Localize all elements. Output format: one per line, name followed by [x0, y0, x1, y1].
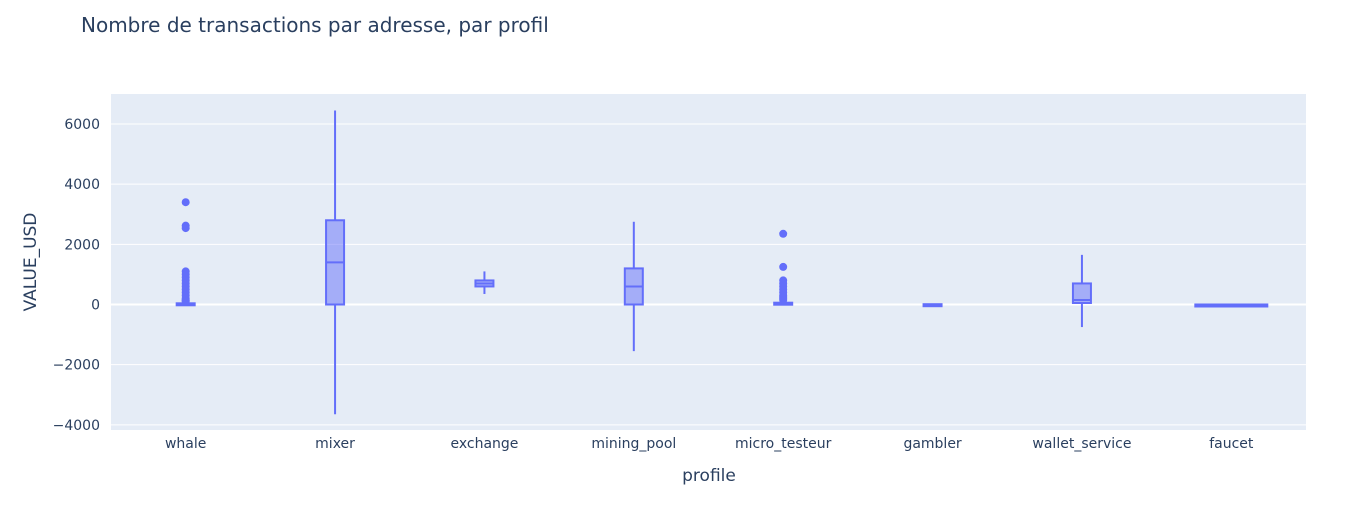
box-series — [175, 110, 1269, 415]
box-mixer — [325, 110, 346, 415]
outlier-point — [779, 229, 788, 238]
outlier-point — [181, 224, 190, 233]
box-gambler — [922, 303, 943, 308]
gridlines — [111, 123, 1306, 426]
outlier-point — [779, 262, 788, 271]
x-tick-label: mining_pool — [591, 436, 676, 452]
x-tick-label: wallet_service — [1032, 436, 1131, 452]
y-tick-label: 4000 — [64, 177, 100, 193]
x-tick-label: exchange — [450, 436, 518, 452]
x-axis-ticks: whale mixer exchange mining_pool micro_teste… — [165, 436, 1254, 452]
x-tick-label: micro_testeur — [735, 436, 832, 452]
y-tick-label: 0 — [91, 298, 100, 314]
y-tick-label: 2000 — [64, 237, 100, 253]
x-tick-label: whale — [165, 436, 206, 452]
outlier-point — [181, 297, 190, 306]
outlier-point — [779, 295, 788, 304]
y-axis-ticks: −4000 −2000 0 2000 4000 6000 — [53, 117, 100, 434]
y-tick-label: −2000 — [53, 358, 100, 374]
box-wallet_service — [1071, 254, 1092, 328]
x-tick-label: faucet — [1209, 436, 1254, 452]
outlier-point — [181, 198, 190, 207]
box-whale — [175, 198, 196, 307]
x-tick-label: gambler — [903, 436, 961, 452]
box-iqr — [1071, 282, 1092, 304]
x-tick-label: mixer — [315, 436, 355, 452]
plot-background — [111, 94, 1306, 430]
y-axis-title: VALUE_USD — [21, 213, 41, 312]
box-faucet — [1194, 303, 1269, 308]
box-micro_testeur — [773, 229, 794, 306]
y-tick-label: 6000 — [64, 117, 100, 133]
chart-title: Nombre de transactions par adresse, par … — [81, 13, 549, 37]
box-exchange — [474, 271, 495, 294]
box-mining_pool — [623, 221, 644, 352]
y-tick-label: −4000 — [53, 418, 100, 434]
x-axis-title: profile — [682, 466, 736, 486]
